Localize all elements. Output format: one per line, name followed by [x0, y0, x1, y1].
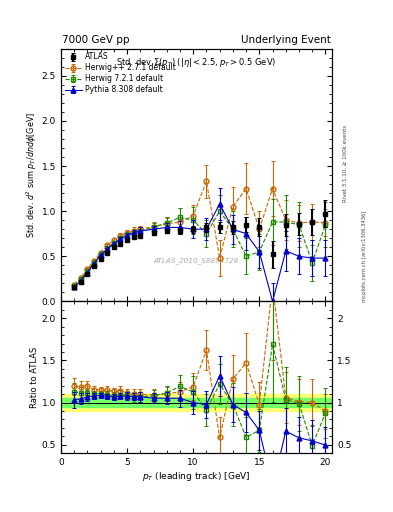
- Text: mcplots.cern.ch [arXiv:1306.3436]: mcplots.cern.ch [arXiv:1306.3436]: [362, 210, 367, 302]
- Legend: ATLAS, Herwig++ 2.7.1 default, Herwig 7.2.1 default, Pythia 8.308 default: ATLAS, Herwig++ 2.7.1 default, Herwig 7.…: [63, 51, 177, 96]
- Text: 7000 GeV pp: 7000 GeV pp: [62, 35, 130, 45]
- Y-axis label: Ratio to ATLAS: Ratio to ATLAS: [30, 347, 39, 408]
- Text: Std. dev.$\Sigma(p_T)$ $(|\eta| < 2.5, p_T > 0.5$ GeV$)$: Std. dev.$\Sigma(p_T)$ $(|\eta| < 2.5, p…: [116, 56, 277, 69]
- Bar: [61, 394, 332, 411]
- Text: Underlying Event: Underlying Event: [241, 35, 331, 45]
- Y-axis label: Std. dev. $d^2$ sum $p_T/dnd\phi$[GeV]: Std. dev. $d^2$ sum $p_T/dnd\phi$[GeV]: [24, 112, 39, 238]
- Text: Rivet 3.1.10, ≥ 100k events: Rivet 3.1.10, ≥ 100k events: [343, 125, 348, 202]
- Bar: [61, 398, 332, 407]
- X-axis label: $p_T$ (leading track) [GeV]: $p_T$ (leading track) [GeV]: [142, 470, 251, 483]
- Text: ATLAS_2010_S8894728: ATLAS_2010_S8894728: [154, 258, 239, 264]
